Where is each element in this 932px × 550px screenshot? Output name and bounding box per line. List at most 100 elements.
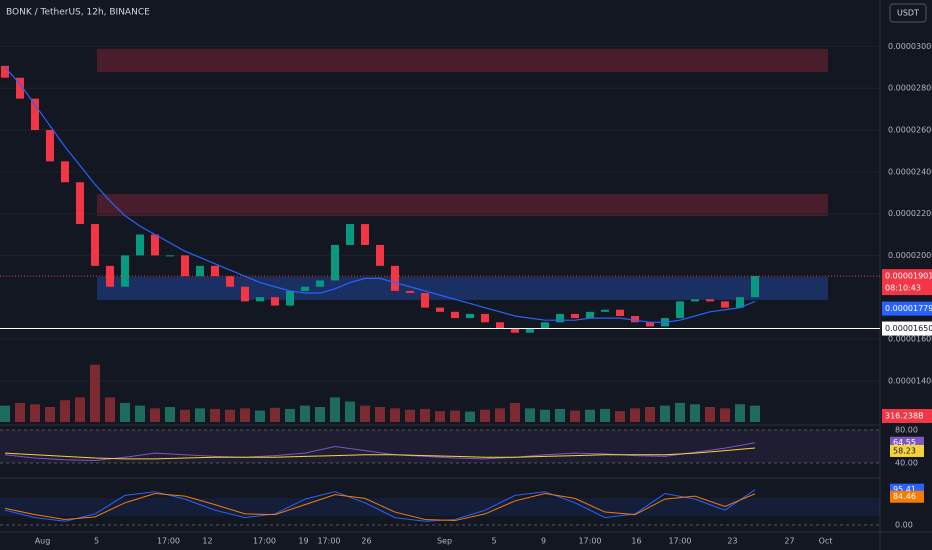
volume-bar	[375, 407, 385, 422]
level-label: 0.00001650	[885, 324, 932, 333]
candle	[676, 301, 684, 319]
volume-bar	[555, 408, 565, 422]
osc-tick-label: 0.00	[895, 521, 913, 530]
candle	[706, 299, 714, 302]
candle	[331, 244, 339, 281]
last-price-label: 0.00001901	[885, 272, 932, 281]
price-tick-label: 0.00002000	[888, 251, 932, 260]
candle	[421, 293, 429, 308]
ma-badge	[882, 301, 932, 316]
candle	[61, 161, 69, 183]
osc-badge	[890, 444, 924, 457]
volume-bar	[240, 408, 250, 422]
ma-label: 0.00001779	[885, 304, 932, 313]
candle	[541, 322, 549, 329]
price-tick-label: 0.00002400	[888, 167, 932, 176]
time-tick-label: 12	[202, 537, 212, 546]
volume-bar	[420, 408, 430, 422]
osc-badge	[890, 490, 924, 503]
rsi-band	[0, 430, 880, 463]
volume-bar	[645, 407, 655, 422]
volume-bar	[615, 411, 625, 422]
osc-label: 95.41	[893, 485, 916, 494]
candle	[91, 224, 99, 266]
time-tick-label: 5	[491, 537, 496, 546]
candle	[211, 265, 219, 277]
volume-bar	[720, 408, 730, 422]
candle	[496, 322, 504, 329]
volume-bar	[45, 407, 55, 422]
time-tick-label: 17:00	[578, 537, 601, 546]
candle	[376, 244, 384, 266]
candle	[151, 234, 159, 256]
volume-bar	[495, 408, 505, 422]
volume-bar	[300, 405, 310, 422]
volume-bar	[735, 404, 745, 422]
volume-bar	[105, 397, 115, 422]
candle	[436, 307, 444, 312]
candle	[181, 255, 189, 277]
osc-label: 58.23	[893, 446, 916, 455]
volume-bar	[225, 409, 235, 422]
candle	[271, 297, 279, 306]
volume-bar	[705, 407, 715, 422]
candle	[391, 265, 399, 291]
time-tick-label: 17:00	[157, 537, 180, 546]
volume-bar	[330, 397, 340, 422]
osc-tick-label: 40.00	[895, 459, 918, 468]
candle	[1, 65, 9, 78]
candle	[196, 265, 204, 277]
volume-label: 316.238B	[885, 412, 924, 421]
zone	[97, 48, 828, 73]
candle	[301, 286, 309, 291]
candle	[586, 311, 594, 319]
candle	[736, 297, 744, 308]
volume-bar	[435, 411, 445, 422]
countdown: 08:10:43	[885, 284, 921, 293]
candle	[136, 234, 144, 256]
volume-bar	[480, 409, 490, 422]
volume-bar	[255, 410, 265, 422]
price-tick-label: 0.00003000	[888, 42, 932, 51]
zone	[97, 276, 828, 300]
osc-line	[4, 442, 756, 462]
candle	[76, 182, 84, 225]
price-tick-label: 0.00002800	[888, 84, 932, 93]
price-tick-label: 0.00002600	[888, 126, 932, 135]
candle	[166, 255, 174, 257]
volume-bar	[690, 404, 700, 422]
volume-bar	[750, 405, 760, 422]
moving-average	[4, 66, 756, 323]
currency-box[interactable]	[889, 3, 927, 23]
candle	[451, 311, 459, 319]
candle	[571, 313, 579, 319]
osc-line	[4, 493, 756, 522]
candle	[511, 328, 519, 333]
candle	[346, 224, 354, 245]
candle	[406, 290, 414, 294]
volume-bar	[465, 411, 475, 422]
time-tick-label: 26	[361, 537, 371, 546]
volume-bar	[285, 408, 295, 422]
time-tick-label: Oct	[819, 537, 833, 546]
volume-bar	[360, 405, 370, 422]
volume-bar	[570, 410, 580, 422]
time-tick-label: 16	[631, 537, 641, 546]
volume-bar	[585, 409, 595, 422]
time-tick-label: 17:00	[253, 537, 276, 546]
candle	[721, 301, 729, 308]
time-tick-label: 9	[541, 537, 546, 546]
volume-bar	[90, 364, 100, 422]
zone	[97, 193, 828, 217]
time-tick-label: 23	[727, 537, 737, 546]
candle	[751, 276, 759, 298]
volume-bar	[405, 409, 415, 422]
candle	[691, 299, 699, 302]
currency[interactable]: USDT	[897, 9, 919, 18]
last-price-badge	[882, 269, 932, 296]
volume-bar	[135, 405, 145, 422]
volume-bar	[450, 410, 460, 422]
candle	[121, 255, 129, 287]
volume-bar	[180, 409, 190, 422]
